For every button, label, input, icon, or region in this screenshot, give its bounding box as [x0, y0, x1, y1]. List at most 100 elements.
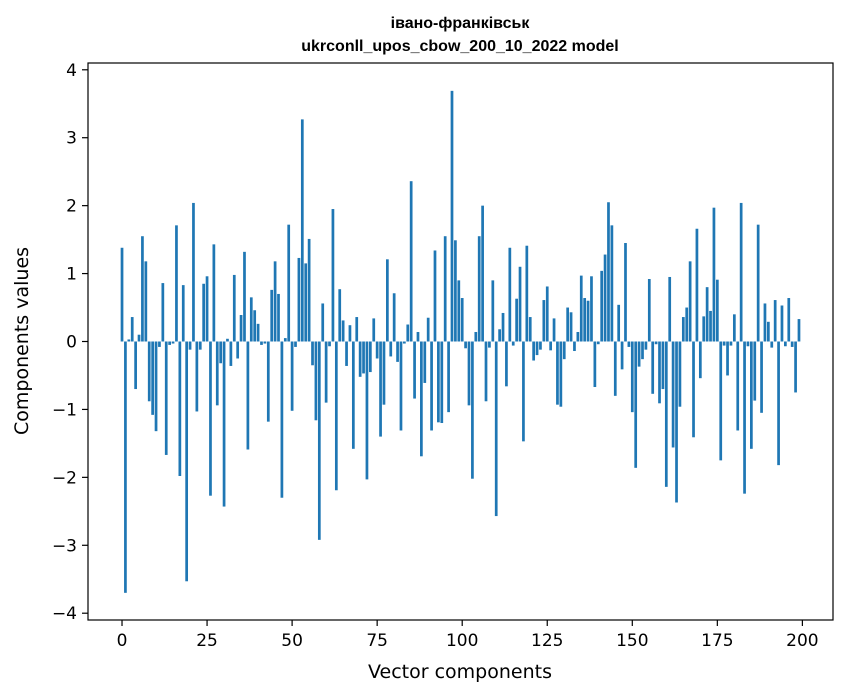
bar-95 — [443, 236, 447, 342]
y-tick-label: 3 — [66, 129, 77, 149]
bar-8 — [147, 341, 151, 402]
chart-subtitle: ukrconll_upos_cbow_200_10_2022 model — [301, 38, 618, 55]
bar-1 — [124, 341, 127, 593]
bar-93 — [437, 341, 440, 423]
bar-129 — [559, 341, 563, 407]
bar-193 — [777, 341, 780, 466]
bar-46 — [277, 293, 280, 342]
bar-66 — [345, 341, 348, 366]
bar-190 — [767, 321, 770, 342]
bar-141 — [600, 270, 604, 342]
bar-130 — [562, 341, 566, 360]
x-tick-label: 150 — [616, 631, 648, 651]
bar-110 — [494, 341, 498, 517]
bar-67 — [348, 325, 352, 342]
bar-42 — [263, 341, 267, 344]
bar-79 — [389, 341, 393, 357]
bar-113 — [505, 341, 508, 387]
bar-136 — [583, 298, 587, 342]
bar-96 — [447, 341, 450, 413]
bar-17 — [178, 341, 182, 476]
y-tick-label: 2 — [66, 197, 77, 217]
bar-192 — [773, 300, 777, 342]
bar-180 — [732, 314, 736, 342]
bar-122 — [535, 341, 539, 356]
bar-13 — [164, 341, 168, 455]
bar-117 — [518, 266, 522, 342]
bar-50 — [290, 341, 294, 411]
bar-61 — [328, 341, 331, 347]
bar-149 — [627, 341, 631, 347]
bar-59 — [321, 303, 325, 342]
bar-24 — [202, 283, 206, 342]
bar-57 — [314, 341, 318, 421]
bar-92 — [433, 250, 437, 342]
bar-36 — [243, 251, 246, 342]
bar-75 — [375, 341, 379, 359]
bar-189 — [763, 303, 767, 342]
bar-167 — [688, 261, 692, 342]
bar-168 — [692, 341, 695, 438]
bar-152 — [637, 341, 641, 367]
bar-145 — [613, 341, 617, 396]
bar-74 — [372, 318, 376, 342]
bar-53 — [300, 119, 304, 342]
bar-38 — [249, 297, 253, 342]
bar-70 — [358, 341, 362, 377]
bar-125 — [545, 286, 549, 342]
bar-114 — [508, 247, 512, 342]
bar-151 — [634, 341, 638, 468]
bar-184 — [746, 341, 750, 347]
bar-15 — [171, 341, 175, 344]
bar-23 — [198, 341, 202, 350]
bar-194 — [780, 305, 784, 342]
bar-112 — [501, 312, 505, 342]
bar-10 — [154, 341, 158, 432]
bar-161 — [668, 276, 672, 342]
bar-69 — [355, 317, 359, 342]
bar-153 — [641, 341, 644, 360]
bar-185 — [750, 341, 753, 449]
bar-41 — [260, 341, 263, 345]
bar-186 — [753, 341, 757, 401]
bar-111 — [498, 329, 501, 342]
bar-138 — [590, 276, 593, 342]
bar-169 — [695, 228, 699, 342]
bar-47 — [280, 341, 284, 498]
bar-165 — [681, 317, 685, 342]
bar-162 — [671, 341, 675, 448]
bar-106 — [481, 205, 484, 342]
bar-16 — [175, 225, 178, 342]
bar-20 — [188, 341, 192, 350]
bar-64 — [338, 289, 342, 342]
bar-196 — [787, 298, 791, 342]
bar-26 — [209, 341, 212, 496]
bar-123 — [539, 341, 542, 350]
y-tick-label: −3 — [52, 536, 77, 556]
bar-48 — [283, 338, 287, 342]
bar-73 — [368, 341, 372, 373]
bar-43 — [266, 341, 270, 422]
bar-54 — [304, 263, 308, 342]
bar-100 — [460, 298, 464, 342]
bar-84 — [406, 324, 410, 342]
bar-105 — [477, 236, 481, 342]
bar-158 — [658, 341, 661, 404]
bar-4 — [134, 341, 137, 390]
bar-77 — [382, 341, 386, 405]
bar-121 — [532, 341, 535, 361]
bar-178 — [726, 341, 729, 376]
bar-124 — [542, 300, 546, 342]
bar-131 — [566, 307, 570, 342]
bar-71 — [362, 341, 365, 374]
bar-45 — [273, 261, 277, 342]
bar-108 — [488, 341, 491, 348]
bar-120 — [528, 317, 532, 342]
bar-35 — [239, 315, 243, 342]
bar-5 — [137, 334, 141, 342]
bar-142 — [603, 254, 607, 342]
bar-119 — [525, 245, 529, 342]
bar-175 — [715, 279, 719, 342]
bar-172 — [705, 287, 709, 342]
bar-72 — [365, 341, 369, 480]
